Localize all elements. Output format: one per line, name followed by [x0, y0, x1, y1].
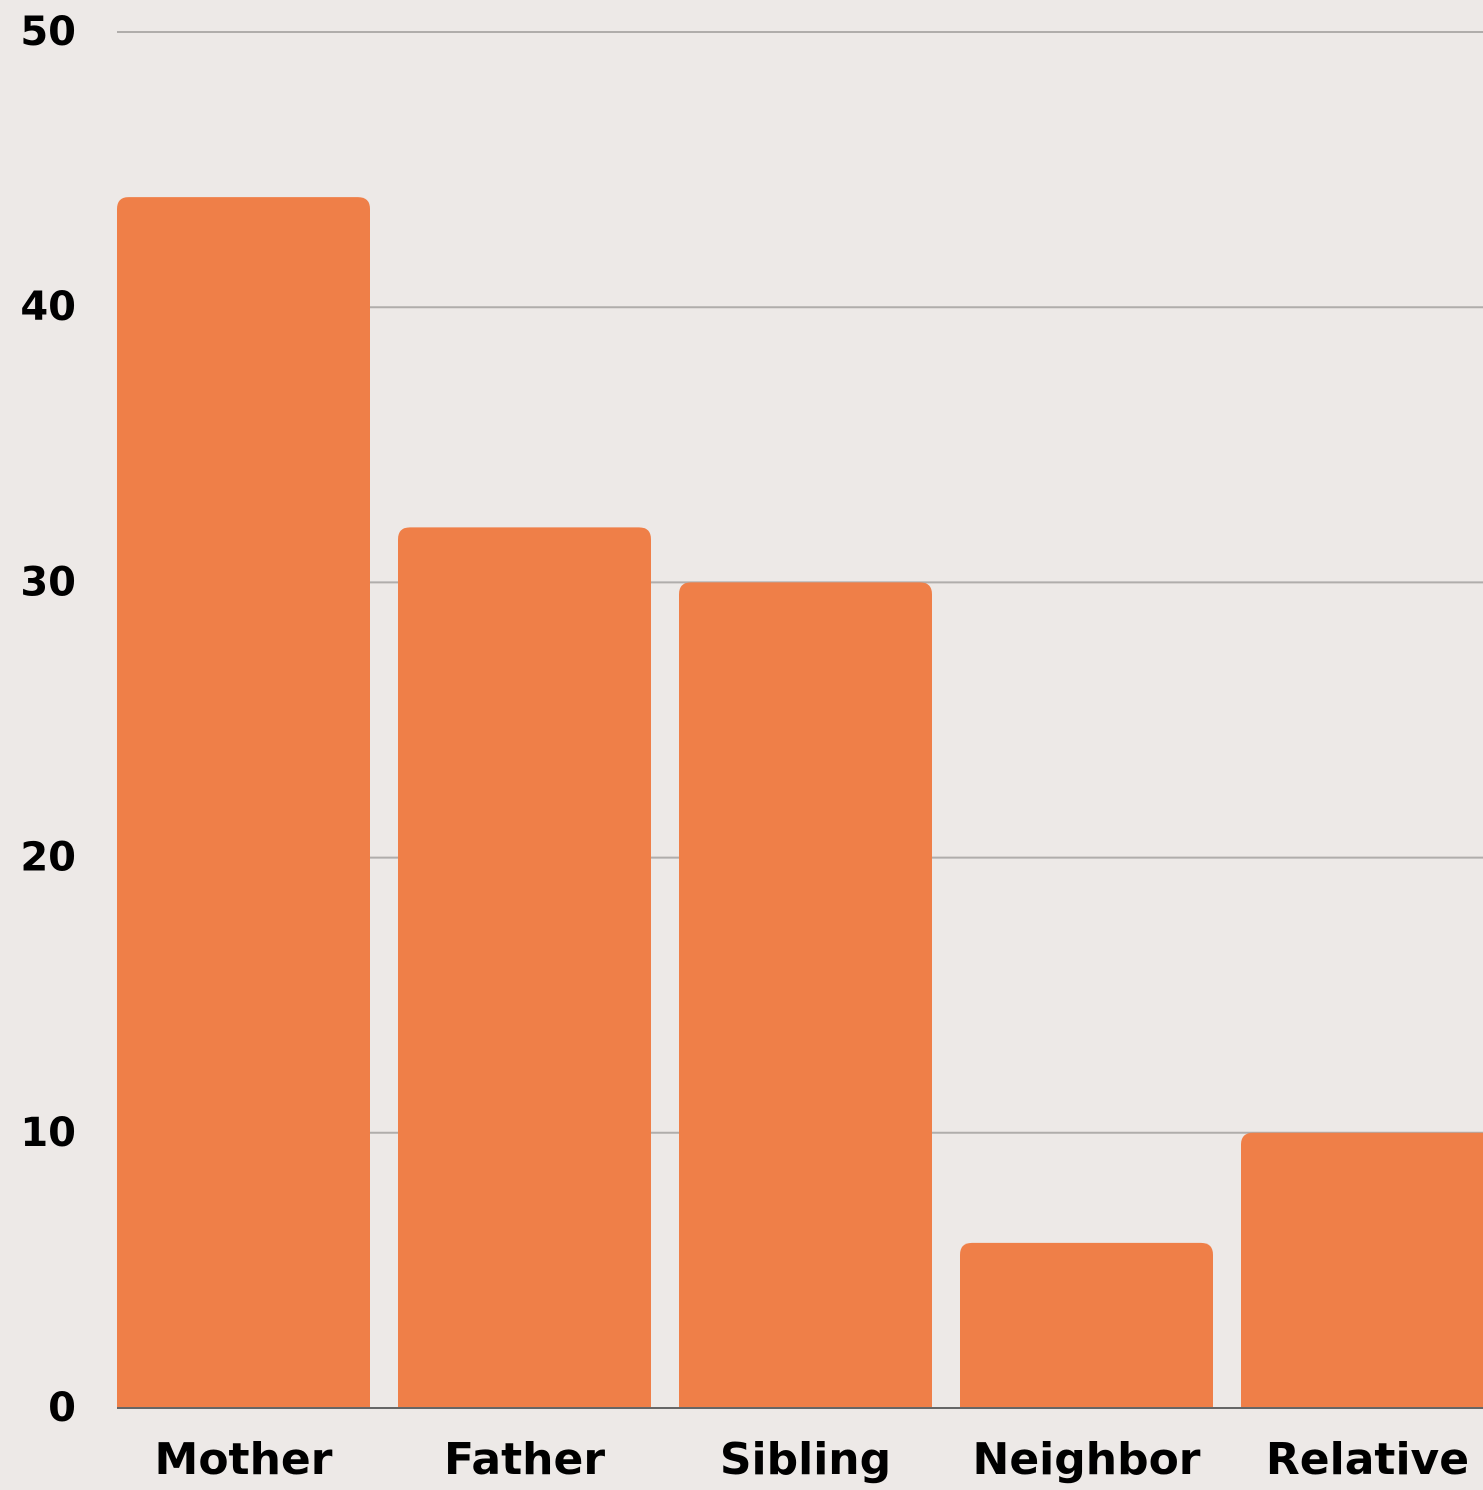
y-tick-label: 10: [20, 1110, 76, 1156]
bar: [117, 197, 370, 1408]
y-tick-label: 20: [20, 835, 76, 881]
bar: [960, 1242, 1213, 1408]
bar: [398, 527, 651, 1408]
x-tick-label: Neighbor: [973, 1434, 1201, 1485]
y-tick-label: 40: [20, 284, 76, 330]
x-tick-label: Relative: [1266, 1434, 1469, 1485]
bar: [1241, 1132, 1483, 1408]
y-tick-label: 30: [20, 559, 76, 605]
x-tick-label: Father: [444, 1434, 605, 1485]
x-tick-label: Sibling: [720, 1434, 891, 1485]
y-tick-label: 50: [20, 9, 76, 55]
y-tick-label: 0: [48, 1385, 76, 1431]
x-tick-label: Mother: [155, 1434, 333, 1485]
bar: [679, 582, 932, 1408]
